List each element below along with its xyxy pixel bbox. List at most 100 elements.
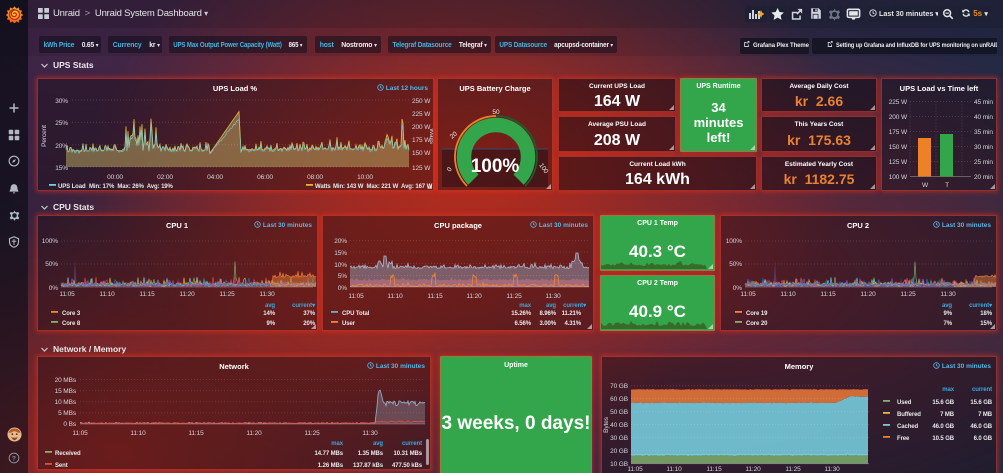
svg-text:Received: Received (55, 451, 81, 457)
svg-text:11:20: 11:20 (246, 430, 262, 437)
svg-text:4.31%: 4.31% (564, 321, 581, 327)
svg-text:10.5 GB: 10.5 GB (932, 436, 954, 442)
svg-text:0: 0 (446, 166, 454, 173)
svg-text:11:25: 11:25 (506, 293, 522, 300)
svg-text:11:15: 11:15 (706, 466, 722, 472)
svg-text:11.21%: 11.21% (562, 311, 582, 317)
svg-text:Min: 143 W Max: 221 W Avg: 1: Min: 143 W Max: 221 W Avg: 167 W (333, 184, 433, 190)
svg-text:30%: 30% (55, 98, 68, 105)
svg-text:11:20: 11:20 (860, 291, 876, 298)
svg-text:15 MBs: 15 MBs (55, 388, 77, 395)
svg-text:11:30: 11:30 (940, 291, 956, 298)
svg-text:15.6 GB: 15.6 GB (932, 400, 954, 406)
svg-text:30 min: 30 min (974, 144, 993, 151)
svg-text:11:20: 11:20 (179, 291, 195, 298)
svg-text:20 GB: 20 GB (610, 448, 628, 455)
svg-text:40 GB: 40 GB (610, 422, 628, 429)
svg-text:T: T (945, 182, 949, 189)
svg-text:0%: 0% (733, 285, 743, 292)
svg-text:225 W: 225 W (412, 111, 431, 118)
svg-text:11:10: 11:10 (666, 466, 682, 472)
svg-text:11:30: 11:30 (545, 293, 561, 300)
svg-text:11:15: 11:15 (820, 291, 836, 298)
svg-text:5%: 5% (338, 273, 348, 280)
svg-text:Core 19: Core 19 (746, 311, 768, 317)
svg-text:46.0 GB: 46.0 GB (932, 424, 954, 430)
svg-text:avg: avg (373, 441, 383, 447)
svg-text:150 W: 150 W (412, 150, 431, 157)
svg-text:11:30: 11:30 (362, 430, 378, 437)
svg-text:46.0 GB: 46.0 GB (970, 424, 992, 430)
svg-text:1.26 MBs: 1.26 MBs (318, 463, 344, 469)
svg-text:100%: 100% (471, 156, 520, 177)
svg-text:15%: 15% (334, 250, 347, 257)
svg-text:W: W (922, 182, 929, 189)
svg-text:UPS Battery Charge: UPS Battery Charge (459, 84, 530, 93)
svg-text:125 W: 125 W (889, 159, 908, 166)
svg-text:10 MBs: 10 MBs (55, 399, 77, 406)
svg-text:15.26%: 15.26% (511, 311, 532, 317)
svg-text:50%: 50% (45, 261, 58, 268)
svg-text:10 GB: 10 GB (610, 461, 628, 468)
svg-text:45 min: 45 min (974, 99, 993, 106)
svg-text:Watts: Watts (428, 128, 433, 145)
svg-text:60 GB: 60 GB (610, 396, 628, 403)
svg-text:15.6 GB: 15.6 GB (970, 400, 992, 406)
svg-text:18%: 18% (980, 311, 992, 317)
svg-text:Buffered: Buffered (897, 412, 921, 418)
svg-text:11:15: 11:15 (427, 293, 443, 300)
svg-text:current: current (972, 387, 992, 393)
svg-text:20%: 20% (55, 143, 68, 150)
svg-text:15%: 15% (55, 165, 68, 172)
svg-text:avg: avg (265, 303, 275, 309)
svg-text:11:15: 11:15 (139, 291, 155, 298)
svg-text:11:10: 11:10 (387, 293, 403, 300)
svg-text:50 GB: 50 GB (610, 409, 628, 416)
svg-text:User: User (342, 321, 356, 327)
svg-text:10.31 MBs: 10.31 MBs (394, 451, 423, 457)
svg-text:UPS Load vs Time left: UPS Load vs Time left (900, 84, 979, 93)
svg-text:0%: 0% (338, 285, 348, 292)
svg-text:200 W: 200 W (889, 114, 908, 121)
svg-text:11:05: 11:05 (348, 293, 364, 300)
svg-text:11:25: 11:25 (219, 291, 235, 298)
svg-text:avg: avg (942, 303, 952, 309)
svg-text:3.00%: 3.00% (539, 321, 556, 327)
svg-text:11:25: 11:25 (785, 466, 801, 472)
svg-text:1.35 MBs: 1.35 MBs (358, 451, 384, 457)
svg-text:250 W: 250 W (412, 98, 431, 105)
svg-text:Min: 17% Max: 26% Avg: 19%: Min: 17% Max: 26% Avg: 19% (89, 184, 174, 190)
svg-text:50%: 50% (729, 261, 742, 268)
svg-text:Sent: Sent (55, 463, 68, 469)
svg-text:11:25: 11:25 (900, 291, 916, 298)
svg-text:Free: Free (897, 436, 910, 442)
svg-text:11:30: 11:30 (824, 466, 840, 472)
svg-text:CPU Total: CPU Total (342, 311, 370, 317)
svg-text:0%: 0% (49, 285, 59, 292)
svg-text:15%: 15% (980, 321, 992, 327)
svg-text:11:10: 11:10 (130, 430, 146, 437)
svg-text:14%: 14% (263, 311, 275, 317)
svg-text:20: 20 (449, 130, 459, 140)
svg-text:150 W: 150 W (889, 144, 908, 151)
svg-text:70 GB: 70 GB (610, 383, 628, 390)
svg-text:137.87 kBs: 137.87 kBs (353, 463, 384, 469)
svg-text:175 W: 175 W (412, 137, 431, 144)
svg-text:06:00: 06:00 (257, 174, 273, 181)
svg-text:11:25: 11:25 (304, 430, 320, 437)
svg-text:UPS Load: UPS Load (58, 184, 86, 190)
svg-text:40 min: 40 min (974, 114, 993, 121)
svg-text:current▾: current▾ (969, 303, 993, 309)
svg-text:Watts: Watts (315, 184, 331, 190)
svg-text:08:00: 08:00 (307, 174, 323, 181)
svg-text:Cached: Cached (897, 424, 919, 430)
svg-text:9%: 9% (267, 321, 276, 327)
svg-text:477.50 kBs: 477.50 kBs (392, 463, 423, 469)
svg-text:current: current (402, 441, 422, 447)
svg-text:20 MBs: 20 MBs (55, 377, 77, 384)
svg-text:max: max (942, 387, 954, 393)
svg-text:04:00: 04:00 (207, 174, 223, 181)
svg-text:7 MB: 7 MB (940, 412, 955, 418)
svg-text:9%: 9% (944, 311, 953, 317)
svg-text:200 W: 200 W (412, 124, 431, 131)
